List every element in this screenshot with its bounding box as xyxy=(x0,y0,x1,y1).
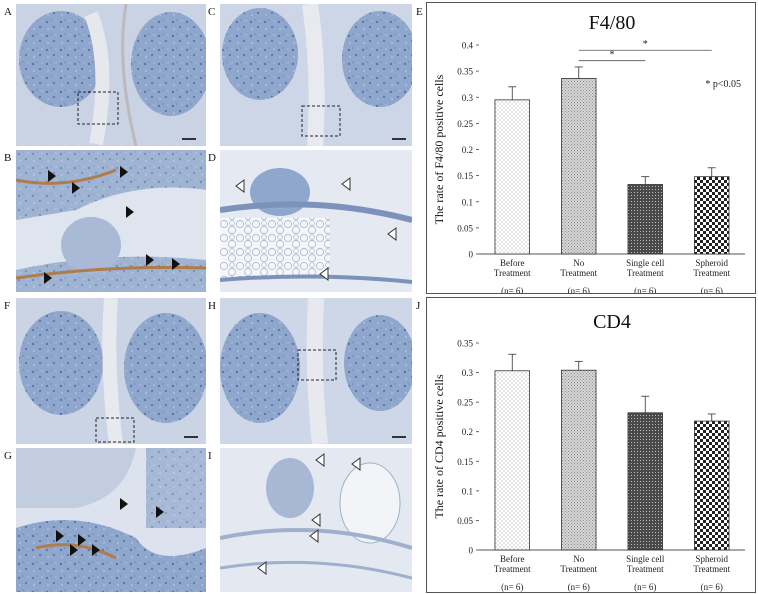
panel-label-i: I xyxy=(208,450,212,462)
micrograph-i xyxy=(220,448,412,592)
panel-label-d: D xyxy=(208,152,216,164)
bar xyxy=(694,176,730,255)
category-label-line2: Treatment xyxy=(494,564,531,574)
sample-size-label: (n= 6) xyxy=(501,582,523,592)
bar xyxy=(494,99,530,255)
category-label-line1: Before xyxy=(500,258,525,268)
y-axis-label: The rate of F4/80 positive cells xyxy=(432,74,446,224)
bar xyxy=(561,78,597,255)
panel-label-g: G xyxy=(4,450,12,462)
sample-size-label: (n= 6) xyxy=(634,286,656,293)
y-axis-label: The rate of CD4 positive cells xyxy=(432,374,446,519)
y-tick-label: 0.25 xyxy=(457,119,473,129)
y-tick-label: 0.15 xyxy=(457,457,473,467)
category-label-line1: Single cell xyxy=(626,258,665,268)
significance-star: * xyxy=(643,39,648,50)
sample-size-label: (n= 6) xyxy=(701,582,723,592)
chart-title: CD4 xyxy=(593,311,631,333)
panel-label-j: J xyxy=(416,300,421,312)
category-label-line1: Spheroid xyxy=(696,258,729,268)
y-tick-label: 0.05 xyxy=(457,516,473,526)
micrograph-a xyxy=(16,4,206,146)
bar xyxy=(694,420,730,551)
sample-size-label: (n= 6) xyxy=(701,286,723,293)
y-tick-label: 0.3 xyxy=(462,93,474,103)
y-tick-label: 0.1 xyxy=(462,197,473,207)
bar xyxy=(561,369,597,551)
micrograph-b xyxy=(16,150,206,292)
category-label-line1: Before xyxy=(500,554,525,564)
panel-label-h: H xyxy=(208,300,216,312)
chart-cd4: CD4 The rate of CD4 positive cells 0 0.05 0.… xyxy=(426,297,756,593)
y-tick-label: 0.2 xyxy=(462,145,473,155)
sample-size-label: (n= 6) xyxy=(634,582,656,592)
y-tick-label: 0.2 xyxy=(462,427,473,437)
category-label-line2: Treatment xyxy=(494,268,531,278)
bar xyxy=(627,184,663,255)
sample-size-label: (n= 6) xyxy=(501,286,523,293)
micrograph-c xyxy=(220,4,412,146)
chart-cd4-svg: CD4 The rate of CD4 positive cells 0 0.05 0.… xyxy=(432,311,745,592)
chart-f4-80-svg: F4/80 The rate of F4/80 positive cells 0 0.… xyxy=(432,12,745,293)
micrograph-h xyxy=(220,298,412,444)
y-tick-label: 0.3 xyxy=(462,368,474,378)
panel-label-f: F xyxy=(4,300,11,312)
category-label-line1: No xyxy=(573,258,584,268)
chart-f4-80: F4/80 The rate of F4/80 positive cells 0 0.… xyxy=(426,2,756,294)
y-tick-label: 0 xyxy=(469,250,474,260)
y-tick-label: 0.35 xyxy=(457,67,473,77)
panel-label-a: A xyxy=(4,6,12,18)
micrograph-f xyxy=(16,298,206,444)
category-label-line2: Treatment xyxy=(693,564,730,574)
significance-star: * xyxy=(610,50,615,61)
category-label-line1: No xyxy=(573,554,584,564)
category-label-line2: Treatment xyxy=(560,268,597,278)
sample-size-label: (n= 6) xyxy=(568,286,590,293)
y-tick-label: 0.25 xyxy=(457,398,473,408)
y-tick-label: 0 xyxy=(469,546,474,556)
p-value-note: * p<0.05 xyxy=(705,79,741,90)
category-label-line2: Treatment xyxy=(627,564,664,574)
micrograph-g xyxy=(16,448,206,592)
category-label-line1: Single cell xyxy=(626,554,665,564)
y-tick-label: 0.35 xyxy=(457,339,473,349)
y-tick-label: 0.1 xyxy=(462,486,473,496)
category-label-line2: Treatment xyxy=(627,268,664,278)
category-label-line2: Treatment xyxy=(693,268,730,278)
micrograph-d xyxy=(220,150,412,292)
bar xyxy=(494,370,530,551)
category-label-line2: Treatment xyxy=(560,564,597,574)
panel-label-e: E xyxy=(416,6,423,18)
y-tick-label: 0.15 xyxy=(457,171,473,181)
panel-label-c: C xyxy=(208,6,216,18)
y-tick-label: 0.05 xyxy=(457,223,473,233)
chart-title: F4/80 xyxy=(589,12,636,34)
panel-label-b: B xyxy=(4,152,12,164)
sample-size-label: (n= 6) xyxy=(568,582,590,592)
category-label-line1: Spheroid xyxy=(696,554,729,564)
bar xyxy=(627,412,663,551)
y-tick-label: 0.4 xyxy=(462,41,474,51)
